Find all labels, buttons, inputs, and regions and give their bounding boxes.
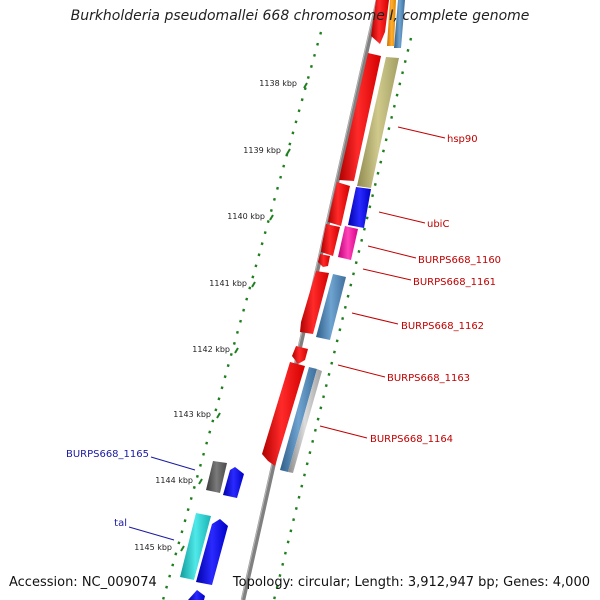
cds-arrow[interactable] xyxy=(318,254,330,267)
gene-BURPS668_1165[interactable] xyxy=(206,461,227,493)
label-leader xyxy=(337,364,386,378)
accession-text: Accession: NC_009074 xyxy=(9,575,157,590)
label-BURPS668_1163[interactable]: BURPS668_1163 xyxy=(387,373,470,384)
label-hsp90[interactable]: hsp90 xyxy=(447,134,478,145)
kbp-ticks xyxy=(180,82,308,552)
kbp-labels: 1138 kbp 1139 kbp 1140 kbp 1141 kbp 1142… xyxy=(134,79,297,552)
kbp-label: 1145 kbp xyxy=(134,543,172,552)
page-title: Burkholderia pseudomallei 668 chromosome… xyxy=(70,8,530,24)
cds-arrow[interactable] xyxy=(339,53,381,181)
label-ubiC[interactable]: ubiC xyxy=(427,219,449,230)
kbp-label: 1142 kbp xyxy=(192,345,230,354)
forward-gene-labels: hsp90 ubiC BURPS668_1160 BURPS668_1161 B… xyxy=(319,126,501,445)
gene-block-silver[interactable] xyxy=(288,369,322,473)
gene-hsp90[interactable] xyxy=(357,57,399,188)
kbp-label: 1140 kbp xyxy=(227,212,265,221)
label-leader xyxy=(150,456,196,471)
kbp-tick-mark xyxy=(234,347,239,354)
label-leader xyxy=(367,245,417,259)
kbp-tick-mark xyxy=(303,82,308,89)
gene-BURPS668_1164[interactable] xyxy=(280,367,317,472)
label-leader xyxy=(362,268,412,281)
label-BURPS668_1164[interactable]: BURPS668_1164 xyxy=(370,434,453,445)
kbp-label: 1139 kbp xyxy=(243,146,281,155)
cds-arrow[interactable] xyxy=(292,346,308,364)
label-leader xyxy=(378,211,426,224)
kbp-tick-mark xyxy=(269,214,274,221)
cds-arrow-blue[interactable] xyxy=(196,519,228,585)
kbp-tick-mark xyxy=(180,545,185,552)
kbp-label: 1138 kbp xyxy=(259,79,297,88)
cds-arrow-blue[interactable] xyxy=(188,590,205,600)
kbp-tick-mark xyxy=(251,281,256,288)
label-BURPS668_1161[interactable]: BURPS668_1161 xyxy=(413,277,496,288)
kbp-tick-mark xyxy=(286,148,291,155)
label-leader xyxy=(319,425,368,439)
label-leader xyxy=(128,526,175,541)
cds-arrow[interactable] xyxy=(321,224,340,256)
reverse-gene-labels: BURPS668_1165 tal xyxy=(66,449,196,541)
genome-summary-text: Topology: circular; Length: 3,912,947 bp… xyxy=(232,575,590,590)
gene-block-steelblue[interactable] xyxy=(394,0,405,48)
label-BURPS668_1162[interactable]: BURPS668_1162 xyxy=(401,321,484,332)
kbp-label: 1141 kbp xyxy=(209,279,247,288)
label-leader xyxy=(397,126,446,139)
kbp-label: 1144 kbp xyxy=(155,476,193,485)
label-BURPS668_1160[interactable]: BURPS668_1160 xyxy=(418,255,501,266)
cds-arrow[interactable] xyxy=(328,182,350,226)
gene-tal[interactable] xyxy=(180,513,211,580)
kbp-label: 1143 kbp xyxy=(173,410,211,419)
cds-arrow-top[interactable] xyxy=(371,0,389,44)
gene-BURPS668_1160[interactable] xyxy=(338,226,358,260)
gene-ubiC[interactable] xyxy=(348,187,371,228)
label-BURPS668_1165[interactable]: BURPS668_1165 xyxy=(66,449,149,460)
cds-arrow[interactable] xyxy=(300,271,329,334)
kbp-tick-mark xyxy=(216,412,221,419)
label-tal[interactable]: tal xyxy=(114,518,127,529)
cds-arrow[interactable] xyxy=(262,362,305,466)
gc-dotted-track-outer xyxy=(272,37,413,600)
gc-dotted-track-inner xyxy=(161,31,323,600)
cds-arrow-blue[interactable] xyxy=(223,467,244,498)
gene-block-orange[interactable] xyxy=(387,0,396,46)
kbp-tick-mark xyxy=(198,478,203,485)
gene-BURPS668_1162[interactable] xyxy=(316,274,346,340)
label-leader xyxy=(351,312,399,325)
